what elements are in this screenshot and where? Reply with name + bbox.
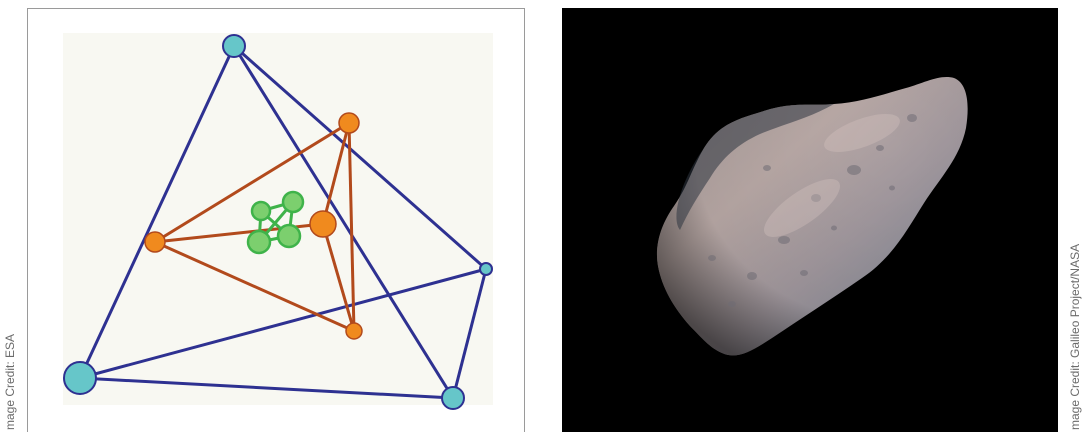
asteroid-craters [708, 114, 917, 307]
middle-node [309, 210, 337, 238]
image-credit-esa: mage Credit: ESA [3, 333, 17, 430]
inner-node [276, 223, 302, 249]
inner-node [281, 190, 305, 214]
cluster-formation-diagram [27, 8, 525, 432]
middle-node [338, 112, 360, 134]
outer-node [479, 262, 493, 276]
image-credit-nasa: mage Credit: Galileo Project/NASA [1068, 243, 1082, 430]
asteroid-illustration [656, 77, 968, 356]
inner-node [246, 229, 272, 255]
outer-node [63, 361, 97, 395]
middle-node [144, 231, 166, 253]
outer-node [441, 386, 465, 410]
tetrahedral-constellation-illustration [63, 33, 493, 410]
inner-node [250, 200, 272, 222]
outer-node [222, 34, 246, 58]
asteroid-dark-rim [676, 104, 834, 230]
outer-tetrahedron-edges [78, 44, 488, 400]
asteroid-highlights [764, 114, 900, 237]
asteroid-photo [562, 8, 1058, 432]
inner-cluster [246, 190, 305, 255]
middle-nodes [144, 112, 363, 340]
outer-nodes [63, 34, 493, 410]
middle-node [345, 322, 363, 340]
